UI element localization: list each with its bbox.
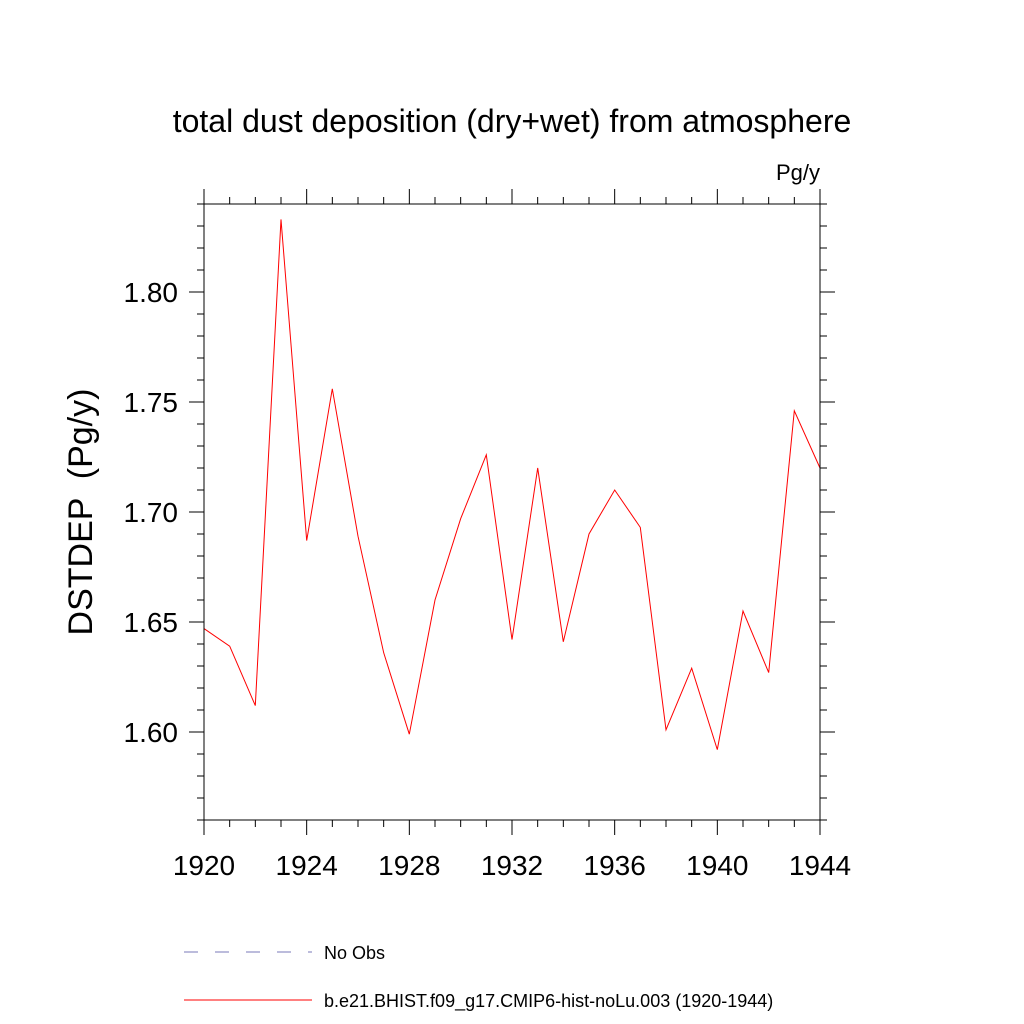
y-tick-label: 1.70 [124, 497, 179, 528]
x-tick-label: 1920 [173, 850, 235, 881]
series-lines [203, 219, 821, 750]
y-tick-label: 1.65 [124, 607, 179, 638]
y-tick-label: 1.80 [124, 277, 179, 308]
legend-label: b.e21.BHIST.f09_g17.CMIP6-hist-noLu.003 … [324, 991, 773, 1012]
x-tick-label: 1936 [584, 850, 646, 881]
y-tick-label: 1.75 [124, 387, 179, 418]
plot-frame [203, 203, 821, 821]
units-label: Pg/y [776, 160, 820, 185]
x-tick-label: 1944 [789, 850, 851, 881]
x-tick-label: 1924 [276, 850, 338, 881]
series-line [203, 219, 821, 750]
x-tick-label: 1940 [686, 850, 748, 881]
legend: No Obs b.e21.BHIST.f09_g17.CMIP6-hist-noL… [184, 943, 773, 1012]
chart-title: total dust deposition (dry+wet) from atm… [173, 103, 852, 139]
legend-label: No Obs [324, 943, 385, 963]
x-tick-label: 1928 [378, 850, 440, 881]
y-tick-label: 1.60 [124, 717, 179, 748]
axis-ticks [189, 189, 835, 835]
y-axis-label: DSTDEP (Pg/y) [62, 389, 100, 636]
axis-tick-labels: 1920 1924 1928 1932 1936 1940 1944 1.60 1.65 1.70… [124, 277, 852, 881]
x-tick-label: 1932 [481, 850, 543, 881]
